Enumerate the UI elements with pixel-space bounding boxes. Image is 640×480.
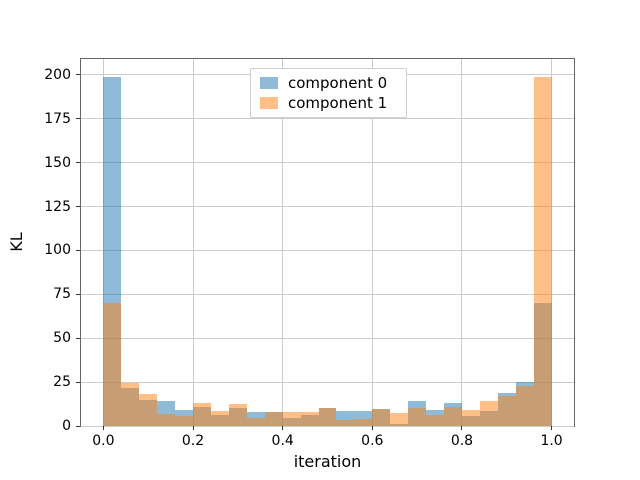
hist-bar-s1-bin20: [461, 410, 480, 426]
x-tick-label-0.8: 0.8: [450, 433, 474, 449]
gridline-y-100: [81, 249, 574, 251]
legend-label-component-1: component 1: [288, 94, 388, 113]
y-tick-label-200: 200: [44, 66, 71, 83]
x-tick-label-0.2: 0.2: [181, 433, 205, 449]
gridline-y-0: [81, 425, 574, 427]
gridline-x-0.6: [371, 59, 373, 426]
hist-bar-s1-bin11: [300, 411, 319, 426]
bars-layer: [81, 59, 574, 426]
hist-bar-s1-bin5: [193, 403, 211, 426]
hist-bar-s1-bin17: [408, 408, 427, 426]
x-tick-mark-0.8: [461, 426, 463, 430]
hist-bar-s1-bin21: [479, 400, 498, 426]
y-tick-mark-25: [76, 381, 80, 383]
gridline-y-25: [81, 381, 574, 383]
y-tick-mark-75: [76, 293, 80, 295]
y-tick-label-125: 125: [44, 198, 71, 215]
hist-bar-s1-bin3: [157, 413, 176, 426]
x-tick-label-1.0: 1.0: [540, 433, 563, 449]
y-tick-label-175: 175: [44, 110, 71, 127]
y-tick-mark-100: [76, 249, 80, 251]
hist-bar-s1-bin22: [497, 396, 516, 426]
y-tick-label-50: 50: [53, 330, 71, 347]
hist-bar-s1-bin8: [246, 418, 265, 426]
hist-bar-s1-bin0: [103, 303, 122, 426]
gridline-x-0.2: [192, 59, 194, 426]
y-tick-label-100: 100: [44, 242, 71, 259]
hist-bar-s1-bin13: [336, 419, 355, 426]
hist-bar-s1-bin24: [533, 76, 552, 426]
legend-label-component-0: component 0: [288, 73, 388, 92]
legend-entry-component-1: component 1: [260, 94, 397, 112]
y-tick-mark-125: [76, 206, 80, 207]
gridline-y-175: [81, 118, 574, 120]
x-tick-mark-0.6: [371, 426, 373, 430]
hist-bar-s1-bin10: [282, 411, 301, 426]
gridline-y-50: [81, 337, 574, 339]
x-tick-mark-1.0: [551, 426, 553, 430]
hist-bar-s1-bin4: [175, 416, 194, 426]
legend-swatch-component-0-icon: [260, 76, 278, 89]
y-tick-mark-200: [76, 74, 80, 76]
legend-entry-component-0: component 0: [260, 74, 397, 92]
x-tick-mark-0.0: [102, 426, 104, 430]
hist-bar-s1-bin16: [390, 412, 409, 426]
y-axis-label: KL: [7, 232, 26, 252]
hist-bar-s1-bin6: [210, 411, 229, 426]
hist-bar-s1-bin23: [515, 385, 534, 426]
x-tick-mark-0.2: [192, 426, 194, 430]
y-tick-mark-150: [76, 162, 80, 164]
x-axis-label: iteration: [293, 452, 362, 471]
hist-bar-s1-bin1: [121, 382, 140, 426]
y-tick-mark-50: [76, 337, 80, 339]
hist-bar-s1-bin18: [426, 415, 445, 426]
hist-bar-s1-bin9: [264, 411, 283, 426]
gridline-y-125: [81, 206, 574, 207]
y-tick-mark-175: [76, 118, 80, 120]
gridline-x-0.8: [461, 59, 463, 426]
gridline-y-150: [81, 162, 574, 164]
hist-bar-s1-bin19: [444, 406, 462, 426]
hist-bar-s1-bin2: [139, 394, 158, 426]
hist-bar-s1-bin12: [318, 407, 337, 426]
gridline-x-1.0: [551, 59, 553, 426]
hist-bar-s1-bin7: [228, 404, 247, 426]
y-tick-mark-0: [76, 425, 80, 427]
y-tick-label-75: 75: [53, 286, 71, 303]
x-tick-label-0.4: 0.4: [271, 433, 294, 449]
hist-bar-s1-bin15: [372, 409, 391, 426]
legend-swatch-component-1-icon: [260, 97, 278, 110]
legend: component 0 component 1: [250, 68, 407, 118]
gridline-y-75: [81, 293, 574, 295]
y-tick-label-150: 150: [44, 154, 71, 171]
gridline-x-0.4: [282, 59, 284, 426]
plot-area: component 0 component 1: [80, 58, 575, 427]
hist-bar-s1-bin14: [354, 418, 373, 426]
y-tick-label-25: 25: [53, 374, 71, 391]
x-tick-mark-0.4: [282, 426, 284, 430]
x-tick-label-0.6: 0.6: [361, 433, 384, 449]
x-tick-label-0.0: 0.0: [92, 433, 115, 449]
y-tick-label-0: 0: [62, 418, 71, 434]
